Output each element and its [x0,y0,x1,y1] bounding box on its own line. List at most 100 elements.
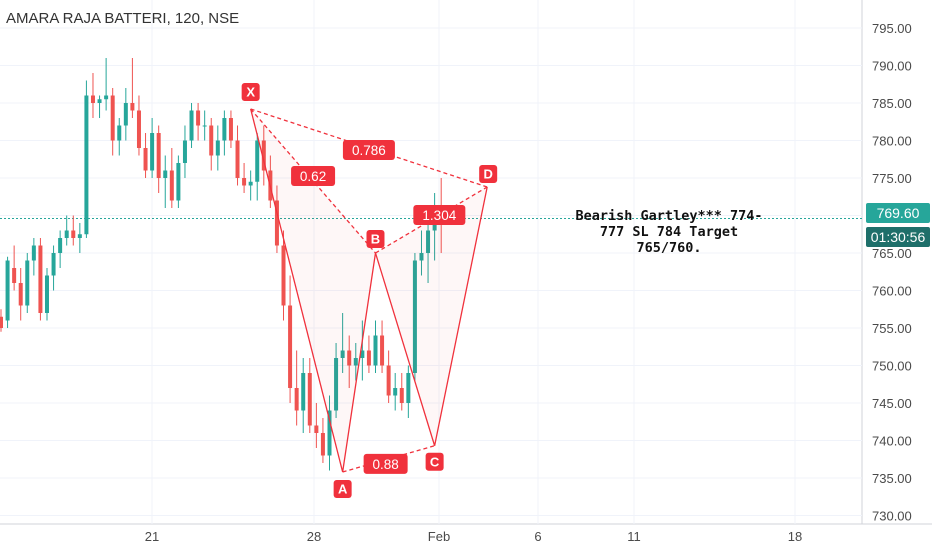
candle [12,245,17,291]
candle-body [25,260,30,306]
candle-body [0,316,3,328]
candle [242,163,247,193]
candle [340,313,345,373]
candle [255,133,260,201]
svg-text:B: B [371,232,380,247]
candle [163,155,168,208]
candle [136,95,141,156]
candle [176,155,181,208]
candle-body [373,335,378,366]
candle [156,125,161,193]
symbol-title: AMARA RAJA BATTERI, 120, NSE [6,10,240,27]
candle [77,223,82,253]
candle-body [235,140,240,178]
candle-body [334,358,339,411]
candle-body [169,170,174,201]
candle [18,268,23,321]
candle-body [281,245,286,306]
candle-body [399,388,404,403]
candle [222,110,227,156]
pattern-line [433,186,488,446]
price-axis-label: 745.00 [872,396,912,411]
candle [261,125,266,186]
candle-body [294,388,299,411]
candle [0,309,3,332]
candle-body [123,103,128,126]
svg-text:0.786: 0.786 [352,143,386,158]
candle-body [419,253,424,261]
svg-text:D: D [483,167,492,182]
candle [58,230,63,268]
current-price-tag: 769.60 [866,203,930,223]
candle [117,118,122,156]
time-axis-label: 11 [627,529,641,544]
candle-body [222,118,227,141]
candle-body [380,335,385,366]
candle [399,373,404,411]
pattern-line [250,108,376,254]
candle [419,230,424,276]
pattern-point-B[interactable]: B [366,230,385,248]
svg-text:0.88: 0.88 [372,457,398,472]
candle [248,170,253,201]
candle-body [84,95,89,235]
pattern-line [250,108,344,473]
candle-body [182,140,187,163]
candle [189,103,194,148]
candle-body [156,133,161,178]
candle [196,103,201,141]
candle [130,58,135,118]
price-axis-label: 755.00 [872,321,912,336]
svg-text:C: C [430,454,440,469]
candle [301,358,306,433]
price-axis-label: 735.00 [872,471,912,486]
pattern-point-C[interactable]: C [425,452,444,471]
candle-body [31,245,36,261]
candle-body [360,350,365,358]
candle [353,343,358,381]
pattern-point-X[interactable]: X [241,83,260,101]
candle [366,335,371,373]
price-axis-label: 730.00 [872,509,912,524]
ratio-label: 0.62 [291,166,336,186]
candle-body [38,245,43,313]
candle [307,358,312,433]
pattern-point-A[interactable]: A [333,480,352,498]
price-axis-label: 795.00 [872,21,912,36]
candle-body [412,260,417,373]
countdown-tag: 01:30:56 [866,227,930,247]
candle [104,58,109,111]
candle [44,268,49,321]
candle-body [215,140,220,156]
candle-body [71,230,76,238]
candle-body [327,410,332,456]
candle [64,215,69,246]
candle [393,373,398,411]
candle [215,125,220,171]
candle-body [163,170,168,178]
candle-body [307,373,312,426]
annotation-text[interactable]: Bearish Gartley*** 774-777 SL 784 Target… [575,208,763,256]
pattern-triangle [250,109,376,472]
pattern-line [342,445,435,473]
candle [373,320,378,373]
candle [143,133,148,178]
candle [84,80,89,238]
price-axis-label: 785.00 [872,96,912,111]
candle-body [406,373,411,403]
svg-text:A: A [338,482,348,497]
candle [406,365,411,418]
pattern-point-D[interactable]: D [479,165,498,183]
svg-text:1.304: 1.304 [422,208,456,223]
candle [386,350,391,403]
candle [71,215,76,246]
ratio-label: 1.304 [413,205,466,225]
candle [412,253,417,381]
candle [426,223,431,283]
candle-body [143,148,148,171]
candle-body [97,99,102,103]
candle-body [353,358,358,366]
candle [380,320,385,373]
